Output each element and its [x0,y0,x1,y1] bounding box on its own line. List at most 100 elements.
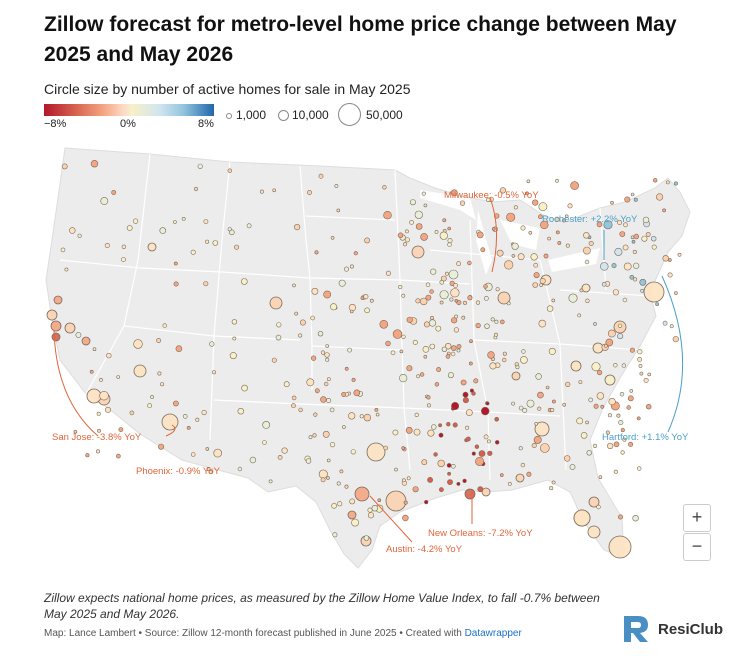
metro-circle [476,231,484,239]
metro-circle [343,266,349,272]
metro-circle [438,423,443,428]
metro-circle [484,323,490,329]
metro-circle [539,278,546,285]
metro-circle [377,498,382,503]
metro-circle [354,486,370,502]
metro-circle [462,478,467,484]
metro-circle [86,388,102,404]
chart-title: Zillow forecast for metro-level home pri… [44,13,677,66]
metro-circle [411,245,425,259]
metro-circle [276,322,282,328]
metro-circle [632,515,639,522]
metro-circle [229,352,237,360]
annotation-milwaukee: Milwaukee: -0.5% YoY [444,190,539,201]
metro-circle [546,305,554,312]
metro-circle [504,260,514,270]
metro-circle [329,407,335,413]
metro-circle [401,478,406,483]
metro-circle [100,197,109,205]
annotation-leaders [53,197,684,543]
metro-circle [348,412,356,420]
metro-circle [420,233,428,241]
metro-circle [468,361,473,366]
metro-circle [158,443,165,450]
metro-circle [237,408,245,415]
source-text: Map: Lance Lambert • Source: Zillow 12-m… [44,628,465,639]
metro-circle [50,320,62,332]
metro-circle [601,282,607,287]
metro-circle [469,339,473,343]
metro-circle [494,319,499,324]
metro-circle [427,429,435,437]
metro-circle [473,378,479,384]
metro-circle [237,466,243,472]
metro-circle [547,236,551,241]
zoom-in-button[interactable]: + [683,504,711,532]
metro-circle [290,403,296,409]
metro-circle [347,347,352,353]
metro-circle [613,469,618,474]
metro-circle [227,227,232,232]
metro-circle [557,241,562,245]
metro-circle [462,391,469,398]
metro-circle [621,363,627,368]
metro-circle [390,350,396,356]
metro-circle [585,420,589,425]
metro-circle [294,223,301,231]
datawrapper-link[interactable]: Datawrapper [464,628,522,639]
metro-circle [181,217,186,221]
metro-circle [465,425,470,430]
scale-max-label: 8% [198,118,214,130]
metro-circle [617,333,624,340]
metro-circle [298,333,303,338]
metro-circle [533,272,540,279]
metro-circle [385,340,391,347]
metro-circle [175,345,183,352]
metro-circle [431,424,437,430]
metro-circle [499,187,507,194]
us-map[interactable]: Milwaukee: -0.5% YoY Rochester: +2.2% Yo… [0,140,737,580]
metro-circle [593,403,599,409]
metro-circle [157,371,162,376]
metro-circle [521,349,526,354]
metro-circle [363,535,370,541]
metro-circle [613,363,618,368]
metro-circle [456,348,461,353]
metro-circle [540,220,549,230]
metro-circle [578,380,583,385]
metro-circle [271,357,277,363]
metro-circle [449,297,454,302]
metro-circle [561,218,566,223]
metro-circle [329,442,336,448]
metro-circle [456,481,461,486]
metro-circle [478,450,486,457]
leader-hartford [661,275,684,433]
metro-circle [414,412,419,418]
metro-circle [412,486,419,493]
metro-circle [662,208,667,213]
metro-circle [324,381,329,387]
us-outline [45,147,691,569]
metro-circle [548,347,556,355]
metro-circle [526,399,535,408]
metro-circle [311,287,319,295]
metro-circle [438,487,444,493]
metro-circle [385,270,391,276]
metro-circle [454,314,459,319]
metro-circle [430,268,437,275]
metro-circle [106,352,112,359]
metro-circle [61,163,68,170]
metro-circle [451,317,458,324]
metro-circle [429,316,434,321]
metro-circle [299,319,306,326]
zoom-out-button[interactable]: − [683,533,711,561]
metro-circle [133,364,147,378]
metro-circle [617,323,623,328]
metro-circle [129,410,135,416]
metro-circle [231,319,238,325]
metro-circle [643,281,665,303]
color-gradient-bar [44,104,214,116]
metro-circle [647,372,652,377]
metro-circle [326,377,331,382]
metro-circle [344,484,349,489]
